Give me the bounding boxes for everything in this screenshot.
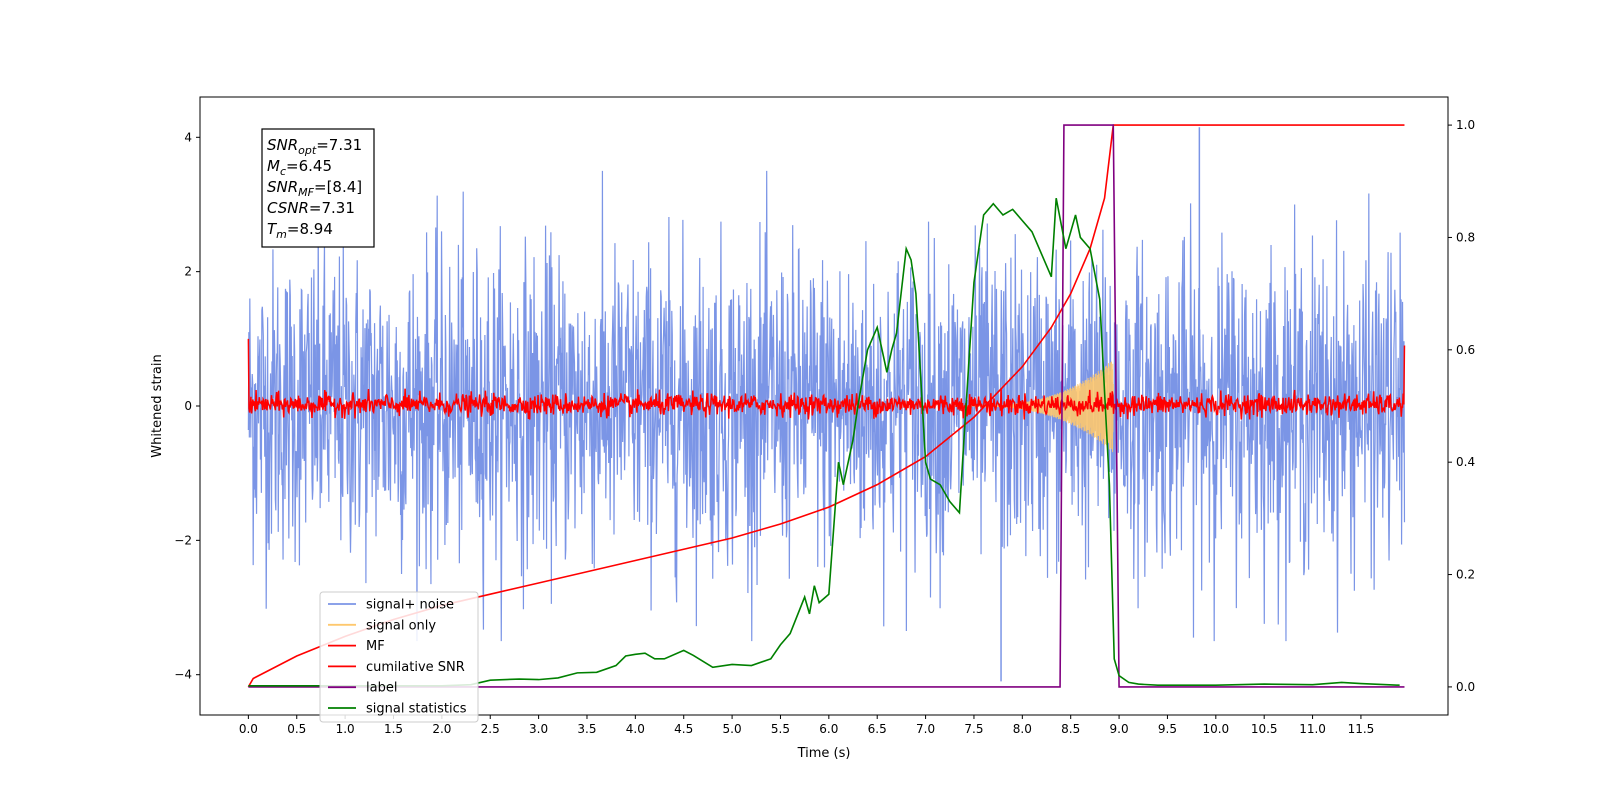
legend-entry: signal+ noise <box>366 598 454 613</box>
y-left-tick-label: −4 <box>174 668 192 682</box>
y-right-tick-label: 0.4 <box>1456 455 1475 469</box>
x-tick-label: 8.5 <box>1061 722 1080 736</box>
y-right-tick-label: 1.0 <box>1456 118 1475 132</box>
x-tick-label: 1.0 <box>336 722 355 736</box>
x-axis-label: Time (s) <box>797 746 851 761</box>
y-left-tick-label: −2 <box>174 533 192 547</box>
legend-entry: cumilative SNR <box>366 660 465 675</box>
annotation-frame <box>261 128 375 248</box>
x-tick-label: 9.5 <box>1158 722 1177 736</box>
x-tick-label: 1.5 <box>384 722 403 736</box>
x-tick-label: 6.0 <box>819 722 838 736</box>
annotation-line: Mc=6.45 <box>267 157 332 178</box>
x-tick-label: 0.0 <box>239 722 258 736</box>
x-tick-label: 10.5 <box>1251 722 1278 736</box>
x-tick-label: 11.5 <box>1348 722 1375 736</box>
x-tick-label: 0.5 <box>287 722 306 736</box>
y-right-tick-label: 0.6 <box>1456 343 1475 357</box>
y-right-tick-label: 0.8 <box>1456 230 1475 244</box>
x-tick-label: 2.0 <box>432 722 451 736</box>
legend-entry: label <box>366 681 397 696</box>
legend-entry: signal only <box>366 618 436 633</box>
x-tick-label: 5.0 <box>723 722 742 736</box>
axes: 0.0 0.5 1.0 1.5 2.0 2.5 3.0 3.5 4.0 4.5 5.0 5.5 6.0 6… <box>174 118 1475 736</box>
x-tick-label: 3.0 <box>529 722 548 736</box>
y-right-tick-label: 0.0 <box>1456 680 1475 694</box>
x-tick-label: 4.5 <box>674 722 693 736</box>
legend-entry: MF <box>366 639 385 654</box>
y-left-tick-label: 2 <box>184 265 192 279</box>
y-left-tick-label: 4 <box>184 130 192 144</box>
x-tick-label: 10.0 <box>1202 722 1229 736</box>
legend: signal+ noise signal only MF cumilative SNR… <box>319 591 479 723</box>
series-signal-statistics <box>248 197 1400 687</box>
x-tick-label: 4.0 <box>626 722 645 736</box>
x-tick-label: 7.5 <box>964 722 983 736</box>
x-tick-label: 6.5 <box>868 722 887 736</box>
y-axis-label: Whitened strain <box>150 354 165 457</box>
legend-entry: signal statistics <box>366 702 467 717</box>
annotation-line: SNRopt=7.31 <box>267 136 362 157</box>
x-tick-label: 11.0 <box>1299 722 1326 736</box>
legend-frame <box>319 591 479 723</box>
y-right-tick-label: 0.2 <box>1456 568 1475 582</box>
annotation-line: Tm=8.94 <box>267 220 333 241</box>
annotation-line: SNRMF=[8.4] <box>267 178 362 199</box>
x-tick-label: 2.5 <box>481 722 500 736</box>
x-tick-label: 9.0 <box>1110 722 1129 736</box>
series-mf <box>247 338 1406 420</box>
series-signal-noise <box>247 170 1406 642</box>
x-tick-label: 5.5 <box>771 722 790 736</box>
y-left-tick-label: 0 <box>184 399 192 413</box>
series-label <box>248 124 1405 688</box>
x-tick-label: 7.0 <box>916 722 935 736</box>
x-tick-label: 3.5 <box>577 722 596 736</box>
x-tick-label: 8.0 <box>1013 722 1032 736</box>
annotation-line: CSNR=7.31 <box>267 199 355 217</box>
